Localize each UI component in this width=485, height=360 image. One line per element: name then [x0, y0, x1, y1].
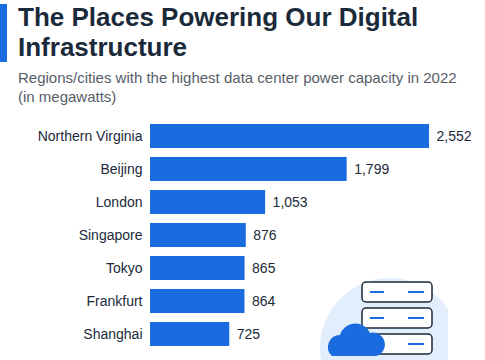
svg-text:Shanghai: Shanghai: [83, 326, 142, 342]
svg-text:Beijing: Beijing: [100, 161, 142, 177]
svg-text:2,552: 2,552: [437, 128, 472, 144]
svg-text:864: 864: [252, 293, 276, 309]
svg-text:865: 865: [252, 260, 276, 276]
svg-text:Singapore: Singapore: [79, 227, 143, 243]
svg-text:Frankfurt: Frankfurt: [86, 293, 142, 309]
svg-text:876: 876: [253, 227, 277, 243]
svg-text:London: London: [96, 194, 143, 210]
html-text:Regions/cities with the highes: Regions/cities with the highest data cen…: [18, 69, 457, 105]
html-text:The Places Powering Our Digita: The Places Powering Our Digital Infrastr…: [18, 2, 419, 62]
svg-text:1,053: 1,053: [273, 194, 308, 210]
svg-text:725: 725: [237, 326, 261, 342]
svg-text:1,799: 1,799: [354, 161, 389, 177]
svg-text:Tokyo: Tokyo: [106, 260, 143, 276]
svg-text:Northern Virginia: Northern Virginia: [38, 128, 143, 144]
